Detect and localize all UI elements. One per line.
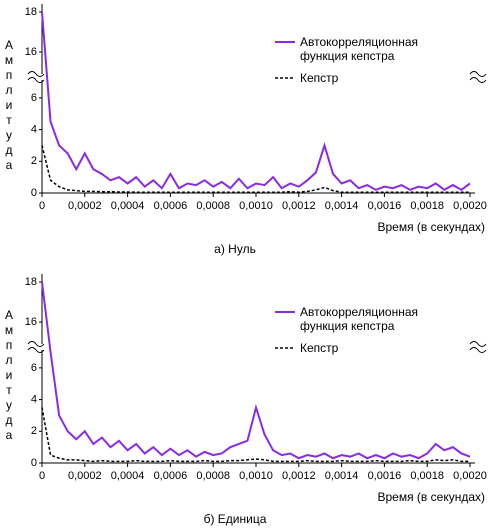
y-axis-label: Амплитуда (4, 308, 14, 442)
y-tick-label: 0 (31, 457, 37, 469)
x-tick-label: 0,0012 (282, 200, 316, 212)
x-tick-label: 0,0014 (325, 470, 359, 482)
x-axis-label: Время (в секундах) (378, 490, 486, 504)
axis-break (469, 341, 487, 353)
series-line (41, 407, 470, 463)
x-axis-label: Время (в секундах) (378, 220, 486, 234)
y-tick-label: 6 (31, 362, 37, 374)
y-axis-label: Амплитуда (4, 38, 14, 172)
series-line (41, 145, 470, 193)
y-tick-label: 6 (31, 92, 37, 104)
x-tick-label: 0,0018 (410, 470, 444, 482)
chart-panel: 0 2 4 6 16 18 0 0,0002 0,0004 0,0006 0,0008 0,0010 0… (0, 270, 493, 530)
y-tick-label: 18 (25, 6, 37, 18)
series-line (41, 11, 471, 192)
y-tick-label: 16 (25, 46, 37, 58)
caption: б) Единица (204, 512, 267, 526)
x-tick-label: 0,0008 (196, 470, 230, 482)
chart: 0 2 4 6 16 18 0 0,0002 0,0004 0,0006 0,0008 0,0010 0… (25, 274, 487, 526)
series-line (41, 281, 471, 460)
legend-label: Кепстр (300, 341, 339, 355)
x-tick-label: 0,0016 (368, 200, 402, 212)
y-tick-label: 4 (31, 393, 37, 405)
axis-break (469, 71, 487, 83)
axis-break (27, 71, 45, 83)
x-tick-label: 0,0020 (453, 470, 487, 482)
x-tick-label: 0,0010 (239, 470, 273, 482)
x-tick-label: 0,0012 (282, 470, 316, 482)
x-tick-label: 0 (39, 200, 45, 212)
x-tick-label: 0,0004 (111, 470, 145, 482)
x-tick-label: 0,0008 (196, 200, 230, 212)
caption: а) Нуль (214, 242, 256, 256)
y-tick-label: 0 (31, 187, 37, 199)
x-tick-label: 0,0020 (453, 200, 487, 212)
legend-label: Автокорреляционная функция кепстра (300, 305, 419, 333)
x-tick-label: 0,0010 (239, 200, 273, 212)
y-tick-label: 4 (31, 123, 37, 135)
legend-label: Автокорреляционная функция кепстра (300, 35, 419, 63)
y-tick-label: 2 (31, 425, 37, 437)
legend-label: Кепстр (300, 71, 339, 85)
x-tick-label: 0,0014 (325, 200, 359, 212)
y-tick-label: 18 (25, 276, 37, 288)
x-tick-label: 0,0018 (410, 200, 444, 212)
x-tick-label: 0 (39, 470, 45, 482)
x-tick-label: 0,0004 (111, 200, 145, 212)
x-tick-label: 0,0002 (68, 200, 102, 212)
x-tick-label: 0,0016 (368, 470, 402, 482)
axis-break (27, 341, 45, 353)
chart: 0 2 4 6 16 18 0 0,0002 0,0004 0,0006 0,0008 0,0010 0… (25, 4, 487, 256)
x-tick-label: 0,0006 (154, 470, 188, 482)
y-tick-label: 2 (31, 155, 37, 167)
x-tick-label: 0,0002 (68, 470, 102, 482)
y-tick-label: 16 (25, 316, 37, 328)
x-tick-label: 0,0006 (154, 200, 188, 212)
chart-panel: 0 2 4 6 16 18 0 0,0002 0,0004 0,0006 0,0008 0,0010 0… (4, 4, 487, 256)
